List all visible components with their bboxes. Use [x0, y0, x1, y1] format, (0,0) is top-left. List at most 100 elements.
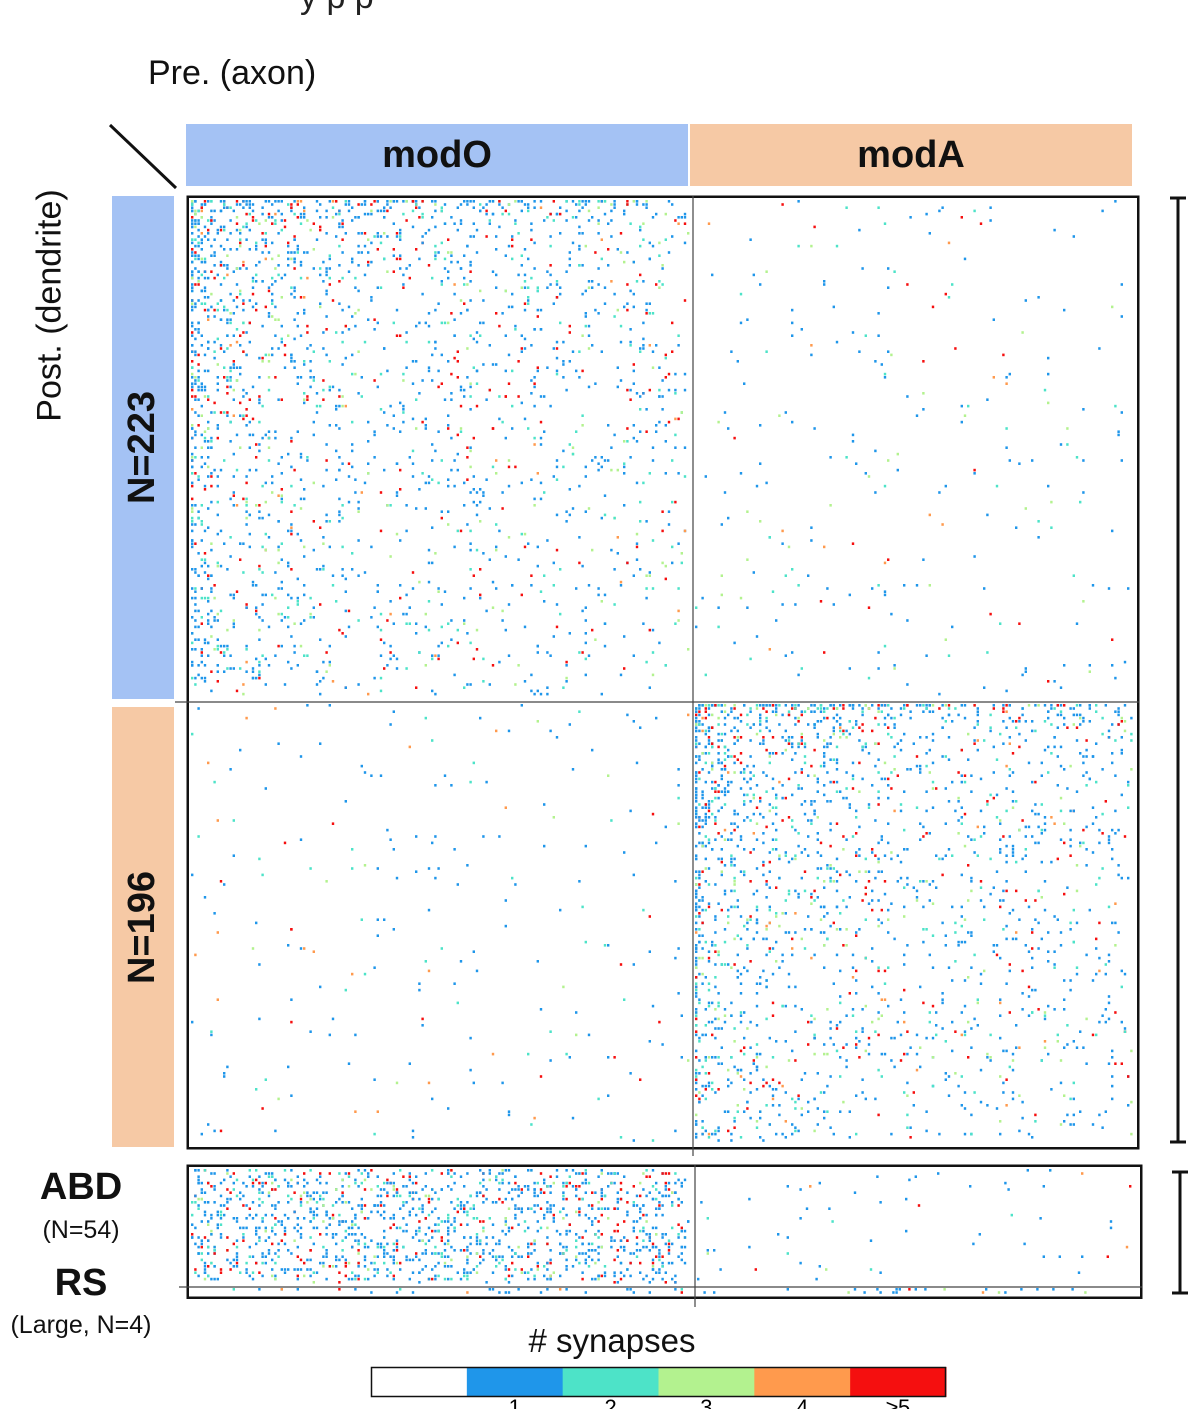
matrix-cell-modA-modA [858, 854, 861, 857]
matrix-cell-modO-modO [437, 369, 440, 373]
matrix-cell-modO-modO [242, 200, 245, 203]
matrix-cell-modO-modO [226, 392, 229, 395]
matrix-cell-modO-modA [277, 1097, 280, 1101]
matrix-cell-modO-modO [555, 625, 559, 629]
matrix-cell-modO-modO [296, 203, 299, 206]
matrix-cell-modO-modO [258, 443, 261, 446]
matrix-cell-modA-modA [1069, 764, 1072, 768]
matrix-cell-modA-modA [877, 1113, 880, 1117]
matrix-cell-modA-modA [778, 1081, 781, 1085]
matrix-cell-modO-modO [648, 344, 651, 347]
matrix-cell-modA-modA [723, 963, 727, 966]
matrix-cell-modA-modA [794, 716, 797, 720]
matrix-cell-modO-modO [248, 203, 251, 206]
matrix-cell-modA-modA [755, 1126, 759, 1129]
matrix-cell-modA-modA [794, 771, 797, 774]
matrix-cell-modO-modA [392, 848, 395, 851]
matrix-cell-modA-modA [986, 803, 989, 806]
matrix-cell-modA-modA [695, 960, 698, 963]
matrix-cell-modA-modA [842, 1046, 845, 1049]
matrix-cell-modA-modA [851, 787, 855, 790]
matrix-cell-modO-modO [642, 238, 645, 241]
matrix-cell-modA-modA [883, 880, 887, 883]
matrix-cell-modA-modA [829, 1126, 832, 1129]
matrix-cell-modA-modA [813, 710, 816, 713]
matrix-cell-modO-modO [651, 350, 655, 353]
matrix-cell-modA-modA [887, 918, 890, 921]
matrix-cell-modO-modA [639, 1078, 642, 1081]
matrix-cell-modO-modO [565, 209, 568, 213]
matrix-cell-modO-modO [584, 657, 587, 661]
matrix-cell-modO-modO [191, 472, 194, 475]
matrix-cell-modA-modA [714, 944, 717, 947]
matrix-cell-modO-modO [197, 235, 200, 238]
matrix-cell-modA-modA [1104, 963, 1107, 966]
matrix-cell-modO-modA [232, 854, 235, 857]
matrix-cell-modA-modO [941, 206, 944, 209]
matrix-cell-modO-modO [216, 388, 219, 392]
matrix-cell-modA-modA [864, 1097, 867, 1101]
matrix-cell-modA-modO [765, 350, 768, 353]
matrix-cell-modO-modO [411, 462, 415, 465]
matrix-cell-modA-modA [720, 1046, 723, 1049]
matrix-cell-modA-modO [928, 513, 931, 517]
matrix-cell-modO-modO [443, 321, 447, 325]
matrix-cell-modO-modO [530, 574, 533, 577]
matrix-cell-modO-modO [248, 468, 251, 472]
matrix-cell-modO-modO [264, 353, 267, 357]
matrix-cell-modO-modA [632, 963, 635, 966]
matrix-cell-modO-modO [498, 529, 501, 533]
matrix-cell-modA-modA [794, 1059, 797, 1062]
matrix-cell-modO-modO [475, 331, 479, 334]
matrix-cell-modA-modA [848, 873, 851, 877]
matrix-cell-modA-modO [794, 603, 797, 606]
matrix-cell-modA-modA [743, 1011, 746, 1014]
matrix-cell-modO-modO [661, 529, 664, 533]
matrix-cell-modA-modA [765, 979, 768, 982]
matrix-cell-modO-modO [485, 398, 488, 401]
matrix-cell-modO-modO [671, 500, 674, 504]
matrix-cell-modO-modO [616, 308, 619, 312]
matrix-cell-modO-modO [610, 235, 613, 238]
matrix-cell-modO-modA [376, 918, 379, 921]
matrix-cell-modO-modO [466, 200, 469, 203]
matrix-cell-modO-modA [607, 944, 610, 947]
matrix-cell-modO-modO [642, 203, 645, 206]
matrix-cell-modA-modA [1095, 883, 1098, 886]
matrix-cell-modA-modA [807, 1043, 810, 1046]
matrix-cell-modO-modA [456, 1001, 459, 1005]
matrix-cell-modA-modA [1034, 729, 1037, 733]
matrix-cell-modA-modA [736, 899, 739, 902]
matrix-cell-modO-modO [373, 200, 376, 203]
matrix-cell-modA-modA [979, 809, 983, 813]
matrix-cell-modA-modA [717, 761, 720, 765]
matrix-cell-modO-modO [207, 456, 210, 459]
matrix-cell-modO-modA [607, 1094, 610, 1097]
matrix-cell-modO-modO [251, 417, 255, 421]
matrix-cell-modA-modA [1021, 1100, 1024, 1104]
matrix-cell-modO-modO [207, 398, 210, 401]
matrix-cell-modA-modA [832, 732, 835, 736]
matrix-cell-modA-modO [986, 513, 989, 517]
matrix-cell-modO-modO [251, 292, 255, 296]
matrix-cell-modA-modA [976, 723, 979, 726]
matrix-cell-modA-modA [695, 822, 698, 825]
matrix-cell-modO-modO [197, 270, 200, 273]
matrix-cell-modO-modO [661, 283, 664, 286]
matrix-cell-modA-modA [903, 1020, 906, 1024]
matrix-cell-modA-modA [797, 787, 800, 790]
matrix-cell-modO-modO [341, 516, 344, 520]
matrix-cell-modO-modO [434, 254, 437, 257]
matrix-cell-modA-modA [864, 870, 867, 873]
matrix-cell-modA-modA [755, 908, 759, 912]
matrix-cell-modA-modA [925, 832, 928, 835]
matrix-cell-modO-modO [523, 308, 527, 312]
matrix-cell-modA-modA [999, 905, 1002, 909]
matrix-cell-modA-modA [839, 912, 842, 915]
matrix-cell-modA-modA [723, 864, 727, 867]
matrix-cell-modA-modA [755, 982, 759, 985]
matrix-cell-modA-modA [701, 790, 704, 793]
matrix-cell-modO-modA [245, 716, 248, 720]
matrix-cell-modO-modO [587, 654, 591, 657]
matrix-cell-modA-modA [730, 707, 733, 710]
